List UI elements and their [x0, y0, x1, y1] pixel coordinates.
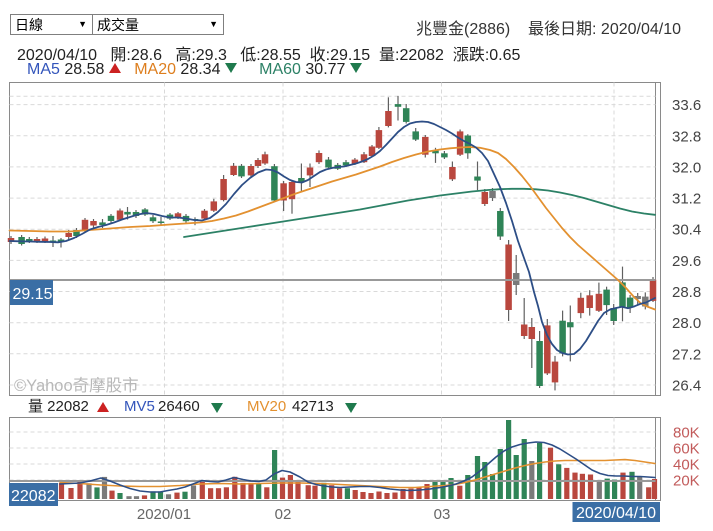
svg-text:22082: 22082	[11, 488, 56, 505]
svg-text:26460: 26460	[158, 398, 200, 415]
svg-text:29.15: 29.15	[13, 286, 53, 303]
svg-text:©Yahoo奇摩股市: ©Yahoo奇摩股市	[14, 376, 139, 395]
svg-text:02: 02	[275, 506, 292, 523]
svg-text:33.6: 33.6	[672, 97, 701, 114]
svg-text:32.8: 32.8	[672, 128, 701, 145]
svg-text:量 22082: 量 22082	[28, 398, 89, 415]
svg-text:60K: 60K	[673, 441, 700, 458]
svg-text:32.0: 32.0	[672, 159, 701, 176]
svg-text:20K: 20K	[673, 473, 700, 490]
svg-text:40K: 40K	[673, 457, 700, 474]
svg-text:03: 03	[434, 506, 451, 523]
svg-text:MV20: MV20	[247, 398, 286, 415]
svg-text:26.4: 26.4	[672, 378, 701, 395]
svg-text:80K: 80K	[673, 425, 700, 442]
svg-text:28.0: 28.0	[672, 315, 701, 332]
svg-text:31.2: 31.2	[672, 191, 701, 208]
svg-text:28.8: 28.8	[672, 284, 701, 301]
svg-text:2020/01: 2020/01	[137, 506, 191, 523]
svg-text:30.4: 30.4	[672, 222, 701, 239]
svg-text:MV5: MV5	[124, 398, 155, 415]
svg-text:29.6: 29.6	[672, 253, 701, 270]
svg-text:42713: 42713	[292, 398, 334, 415]
svg-text:27.2: 27.2	[672, 346, 701, 363]
svg-text:2020/04/10: 2020/04/10	[576, 505, 656, 522]
